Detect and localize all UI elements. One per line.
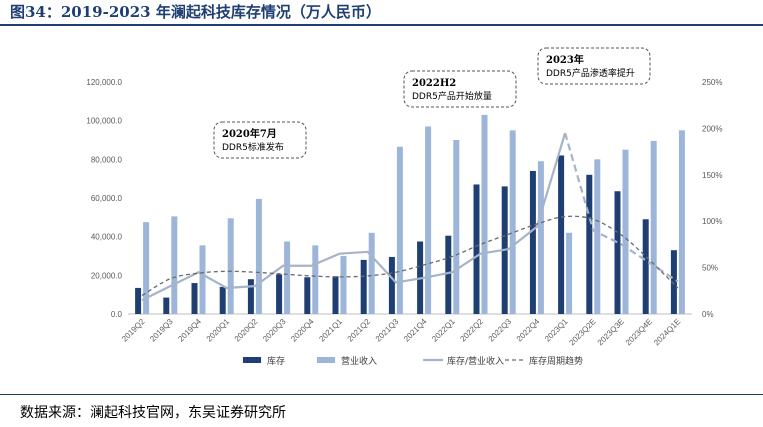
bar-inventory: [670, 250, 677, 314]
annotation-text: DDR5产品渗透率提升: [546, 67, 635, 79]
legend-label: 库存: [267, 355, 285, 367]
source-rule: [0, 394, 763, 395]
x-tick-label: 2019Q2: [120, 317, 147, 344]
y-left-tick-label: 0.0: [111, 310, 123, 319]
bar-revenue: [594, 159, 601, 314]
bar-inventory: [135, 287, 142, 314]
bar-inventory: [191, 283, 198, 314]
x-tick-label: 2023Q2E: [567, 317, 597, 347]
bar-inventory: [473, 184, 480, 314]
title-rule: [0, 24, 763, 26]
x-tick-label: 2020Q3: [261, 317, 288, 344]
x-tick-label: 2019Q4: [176, 317, 203, 344]
x-tick-label: 2022Q2: [458, 317, 485, 344]
bar-revenue: [396, 146, 403, 314]
x-tick-label: 2021Q2: [346, 317, 373, 344]
bar-inventory: [614, 191, 621, 314]
y-left-tick-label: 80,000.0: [91, 155, 123, 164]
bar-revenue: [509, 130, 516, 314]
line-inventory-revenue-ratio: [141, 132, 567, 302]
bar-inventory: [360, 259, 367, 314]
y-left-tick-label: 20,000.0: [91, 271, 123, 280]
bar-inventory: [332, 276, 339, 314]
bar-inventory: [163, 297, 170, 314]
bar-revenue: [284, 241, 291, 314]
bar-inventory: [558, 155, 565, 314]
y-right-tick-label: 250%: [702, 78, 722, 87]
bar-inventory: [304, 277, 311, 314]
y-left-tick-label: 60,000.0: [91, 194, 123, 203]
bar-revenue: [453, 140, 460, 314]
y-left-tick-label: 100,000.0: [86, 117, 122, 126]
x-tick-label: 2020Q2: [233, 317, 260, 344]
annotation-text: DDR5产品开始放量: [412, 90, 492, 102]
x-tick-label: 2021Q4: [402, 317, 429, 344]
annotation-title: 2022H2: [412, 78, 456, 89]
x-tick-label: 2021Q1: [317, 317, 344, 344]
legend-label: 营业收入: [341, 355, 377, 367]
legend-swatch: [317, 357, 335, 363]
bar-revenue: [368, 232, 375, 314]
bar-revenue: [425, 126, 432, 314]
bar-revenue: [650, 140, 657, 314]
bar-inventory: [529, 170, 536, 314]
bar-inventory: [642, 219, 649, 314]
legend-label: 库存/营业收入: [447, 355, 504, 367]
bar-revenue: [622, 149, 629, 314]
x-tick-label: 2022Q3: [487, 317, 514, 344]
y-right-tick-label: 0%: [702, 310, 714, 319]
bar-revenue: [143, 222, 150, 314]
annotation-text: DDR5标准发布: [222, 141, 284, 153]
bar-revenue: [678, 130, 685, 314]
annotation-title: 2023年: [546, 53, 584, 66]
bar-revenue: [340, 256, 347, 314]
x-tick-label: 2022Q1: [430, 317, 457, 344]
bar-revenue: [537, 161, 544, 314]
x-tick-label: 2023Q1: [543, 317, 570, 344]
bar-inventory: [219, 286, 226, 314]
bar-revenue: [312, 245, 319, 314]
annotation-box: [213, 121, 307, 159]
x-tick-label: 2022Q4: [515, 317, 542, 344]
y-left-tick-label: 120,000.0: [86, 78, 122, 87]
annotation-box: [403, 70, 517, 108]
line-inventory-cycle-trend: [141, 215, 679, 296]
x-tick-label: 2024Q1E: [652, 317, 682, 347]
bar-revenue: [566, 232, 573, 314]
annotation-title: 2020年7月: [222, 127, 277, 140]
legend-swatch: [243, 357, 261, 363]
chart-title: 图34：2019-2023 年澜起科技库存情况（万人民币）: [10, 3, 381, 21]
legend-label: 库存周期趋势: [529, 355, 583, 367]
x-tick-label: 2023Q3E: [596, 317, 626, 347]
line-inventory-revenue-ratio-forecast: [564, 132, 679, 283]
bar-revenue: [199, 245, 206, 314]
bar-revenue: [255, 198, 262, 314]
bar-inventory: [276, 274, 283, 314]
x-tick-label: 2020Q4: [289, 317, 316, 344]
x-tick-label: 2019Q3: [148, 317, 175, 344]
bar-inventory: [247, 279, 254, 314]
y-right-tick-label: 150%: [702, 171, 722, 180]
source-note: 数据来源：澜起科技官网，东吴证券研究所: [20, 405, 286, 421]
annotation-box: [537, 47, 651, 85]
x-tick-label: 2020Q1: [205, 317, 232, 344]
bar-inventory: [445, 235, 452, 314]
y-right-tick-label: 100%: [702, 217, 722, 226]
x-tick-label: 2021Q3: [374, 317, 401, 344]
bar-inventory: [388, 256, 395, 314]
x-tick-label: 2023Q4E: [624, 317, 654, 347]
bar-revenue: [227, 218, 234, 314]
y-right-tick-label: 200%: [702, 124, 722, 133]
y-right-tick-label: 50%: [702, 264, 718, 273]
bar-inventory: [586, 174, 593, 314]
y-left-tick-label: 40,000.0: [91, 233, 123, 242]
bar-revenue: [171, 216, 178, 314]
bar-revenue: [481, 114, 488, 314]
